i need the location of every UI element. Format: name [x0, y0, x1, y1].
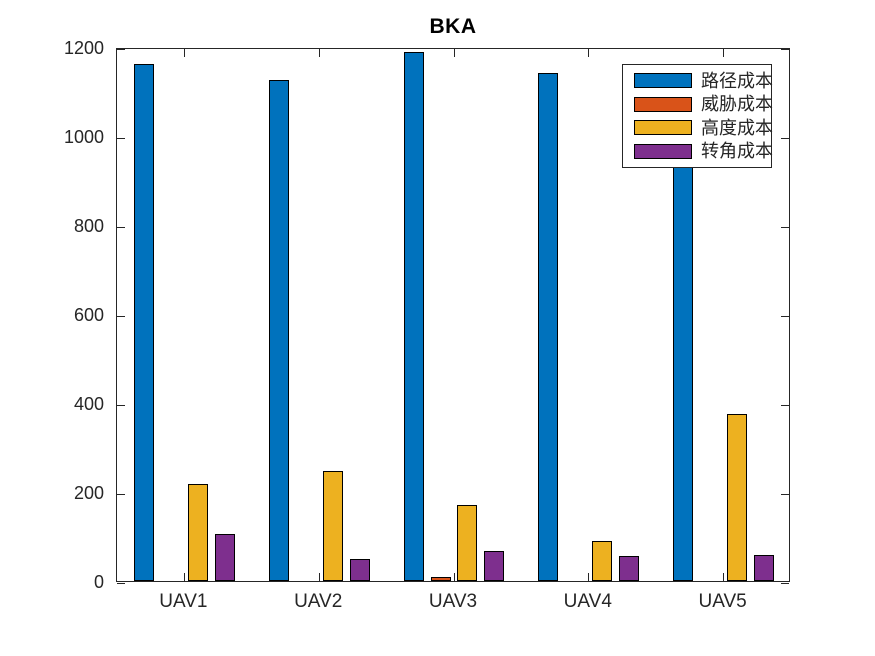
y-tick-left: [117, 226, 125, 228]
y-tick-right: [781, 404, 789, 406]
x-tick-label-uav5: UAV5: [698, 591, 747, 612]
legend-row: 路径成本: [634, 70, 773, 92]
x-tick-label-uav3: UAV3: [428, 591, 478, 612]
y-tick-right: [781, 48, 789, 50]
bar-s0-uav1: [133, 63, 154, 581]
legend: 路径成本威胁成本 高度成本转角成本: [622, 64, 773, 168]
legend-row: 转角成本: [634, 140, 773, 162]
bar-s2-uav1: [187, 484, 208, 581]
legend-row: 威胁成本: [634, 93, 773, 115]
x-tick-label-uav1: UAV1: [159, 591, 208, 612]
y-tick-left: [117, 404, 125, 406]
y-tick-label: 200: [73, 483, 104, 503]
y-tick-left: [117, 48, 125, 50]
y-tick-label: 600: [73, 305, 104, 325]
legend-swatch: [634, 120, 692, 136]
bar-s3-uav2: [349, 558, 370, 581]
y-tick-label: 400: [73, 394, 104, 414]
y-tick-left: [117, 315, 125, 317]
bar-s3-uav4: [619, 556, 640, 581]
x-tick-top: [183, 49, 185, 57]
bar-s3-uav3: [484, 551, 505, 581]
bar-s2-uav3: [457, 505, 478, 581]
bar-s2-uav4: [592, 540, 613, 581]
y-tick-left: [117, 493, 125, 495]
x-tick-bottom: [183, 573, 185, 581]
x-tick-top: [453, 49, 455, 57]
y-tick-label: 1000: [63, 127, 104, 147]
legend-swatch: [634, 143, 692, 159]
x-tick-top: [588, 49, 590, 57]
y-tick-right: [781, 226, 789, 228]
y-tick-left: [117, 137, 125, 139]
y-tick-left: [117, 582, 125, 584]
x-tick-bottom: [723, 573, 725, 581]
bar-s2-uav2: [322, 470, 343, 581]
bar-s1-uav3: [430, 577, 451, 581]
y-tick-right: [781, 137, 789, 139]
legend-label: 高度成本: [701, 117, 773, 138]
x-tick-label-uav4: UAV4: [563, 591, 612, 612]
x-tick-bottom: [453, 573, 455, 581]
legend-label: 威胁成本: [701, 94, 773, 115]
y-tick-right: [781, 315, 789, 317]
bar-s0-uav3: [403, 52, 424, 581]
legend-label: 路径成本: [701, 70, 773, 91]
bar-s2-uav5: [727, 414, 748, 581]
x-tick-label-uav2: UAV2: [294, 591, 343, 612]
y-tick-right: [781, 582, 789, 584]
y-tick-right: [781, 493, 789, 495]
bar-s0-uav2: [268, 79, 289, 581]
legend-row: 高度成本: [634, 117, 773, 139]
legend-swatch: [634, 73, 692, 89]
y-tick-label: 1200: [63, 38, 104, 58]
y-tick-label: 800: [73, 216, 104, 236]
x-tick-bottom: [318, 573, 320, 581]
bar-s3-uav5: [754, 555, 775, 581]
legend-label: 转角成本: [701, 141, 773, 162]
legend-swatch: [634, 96, 692, 112]
x-tick-top: [723, 49, 725, 57]
bar-s3-uav1: [214, 533, 235, 581]
y-tick-label: 0: [93, 572, 104, 592]
x-tick-top: [318, 49, 320, 57]
x-tick-bottom: [588, 573, 590, 581]
bar-s0-uav4: [538, 73, 559, 581]
chart-title: BKA: [429, 15, 477, 38]
